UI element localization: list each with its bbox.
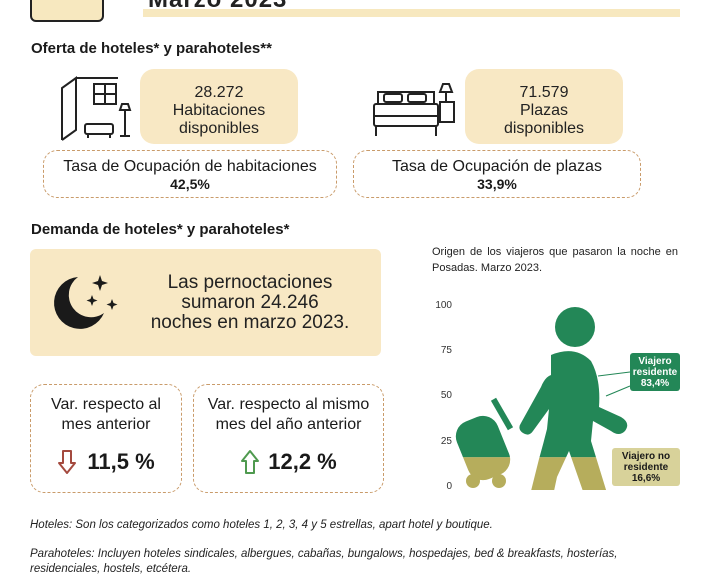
tasa-habitaciones-card: Tasa de Ocupación de habitaciones 42,5% <box>43 150 337 198</box>
var-mes-line1: Var. respecto al <box>51 396 161 413</box>
header-logo-icon <box>30 0 104 22</box>
callout-residente-value: 83,4% <box>640 378 670 389</box>
room-icon <box>61 76 132 141</box>
plazas-value: 71.579 <box>519 84 569 101</box>
tasa-plazas-card: Tasa de Ocupación de plazas 33,9% <box>353 150 641 198</box>
arrow-down-icon <box>58 450 77 474</box>
oferta-title: Oferta de hoteles* y parahoteles** <box>31 40 272 57</box>
y-tick-25: 25 <box>440 436 452 447</box>
y-tick-75: 75 <box>440 345 452 356</box>
callout-residente-line2: residente <box>632 367 678 378</box>
habitaciones-value: 28.272 <box>194 84 244 101</box>
pernoctaciones-line3: noches en marzo 2023. <box>150 312 350 333</box>
chart-title: Origen de los viajeros que pasaron la no… <box>432 246 678 274</box>
callout-residente-line1: Viajero <box>638 356 672 367</box>
var-mes-value: 11,5 % <box>87 449 155 474</box>
plazas-line2: disponibles <box>503 120 585 137</box>
plazas-card: 71.579 Plazas disponibles <box>465 69 623 144</box>
header-title: Marzo 2023 <box>148 0 287 14</box>
callout-no-residente-value: 16,6% <box>631 473 661 484</box>
var-anio-line2: mes del año anterior <box>215 416 362 433</box>
habitaciones-card: 28.272 Habitaciones disponibles <box>140 69 298 144</box>
arrow-up-icon <box>241 450 260 474</box>
pernoctaciones-card: Las pernoctaciones sumaron 24.246 noches… <box>30 249 381 356</box>
bed-icon <box>373 83 455 136</box>
demanda-title: Demanda de hoteles* y parahoteles* <box>31 221 290 238</box>
tasa-habitaciones-label: Tasa de Ocupación de habitaciones <box>63 158 317 175</box>
callout-no-residente-line1: Viajero no <box>621 451 671 462</box>
habitaciones-line2: disponibles <box>178 120 260 137</box>
y-tick-0: 0 <box>446 481 452 492</box>
var-anio-card: Var. respecto al mismo mes del año anter… <box>193 384 384 493</box>
habitaciones-line1: Habitaciones <box>172 102 266 119</box>
note-parahoteles-2: residenciales, hostels, etcétera. <box>30 563 192 575</box>
note-parahoteles-1: Parahoteles: Incluyen hoteles sindicales… <box>30 548 618 560</box>
callout-residente: Viajero residente 83,4% <box>630 353 680 391</box>
callout-no-residente: Viajero no residente 16,6% <box>612 448 680 486</box>
var-mes-card: Var. respecto al mes anterior 11,5 % <box>30 384 182 493</box>
var-anio-value: 12,2 % <box>268 449 337 474</box>
var-anio-line1: Var. respecto al mismo <box>207 396 370 413</box>
y-tick-50: 50 <box>440 390 452 401</box>
tasa-plazas-value: 33,9% <box>477 176 517 192</box>
tasa-plazas-label: Tasa de Ocupación de plazas <box>392 158 602 175</box>
pernoctaciones-line2: sumaron 24.246 <box>181 292 319 313</box>
y-tick-100: 100 <box>435 300 452 311</box>
moon-stars-icon <box>54 275 118 329</box>
var-mes-line2: mes anterior <box>61 416 151 433</box>
plazas-line1: Plazas <box>519 102 569 119</box>
tasa-habitaciones-value: 42,5% <box>170 176 210 192</box>
callout-no-residente-line2: residente <box>623 462 669 473</box>
callout-residente-pointer <box>597 371 631 397</box>
pernoctaciones-line1: Las pernoctaciones <box>167 272 333 293</box>
note-hoteles: Hoteles: Son los categorizados como hote… <box>30 519 493 531</box>
header-bar <box>143 9 680 17</box>
